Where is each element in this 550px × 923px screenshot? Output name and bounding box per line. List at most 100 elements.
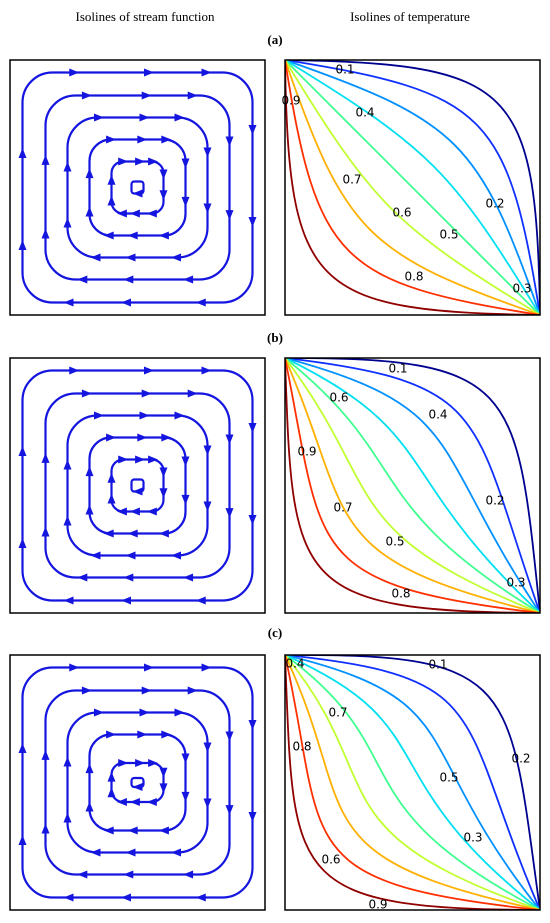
flow-arrow: [41, 823, 50, 834]
flow-arrow: [159, 169, 168, 180]
flow-arrow: [225, 136, 234, 147]
contour-label: 0.6: [329, 391, 348, 405]
flow-arrow: [225, 434, 234, 445]
flow-arrow: [181, 456, 190, 467]
flow-arrow: [103, 231, 114, 240]
flow-arrow: [195, 298, 206, 307]
contour-label: 0.5: [439, 771, 458, 785]
flow-arrow: [201, 68, 212, 77]
flow-arrow: [41, 154, 50, 165]
flow-arrow: [135, 759, 146, 767]
isotherm: [285, 358, 540, 613]
flow-arrow: [81, 91, 92, 100]
panel-frame: [9, 59, 266, 316]
isotherm: [285, 655, 540, 910]
flow-arrow: [195, 893, 206, 902]
streamline: [110, 761, 165, 804]
contour-label: 0.6: [321, 853, 340, 867]
flow-arrow: [174, 113, 185, 122]
flow-arrow: [146, 209, 157, 218]
flow-arrow: [141, 686, 152, 695]
flow-arrow: [63, 161, 72, 172]
panel-label: (a): [267, 32, 282, 47]
flow-arrow: [174, 708, 185, 717]
flow-arrow: [146, 798, 157, 806]
contour-label: 0.5: [439, 228, 458, 242]
flow-arrow: [161, 730, 172, 739]
contour-label: 0.9: [297, 445, 316, 459]
isotherm: [285, 655, 540, 910]
isotherm: [285, 60, 540, 315]
flow-arrow: [41, 452, 50, 463]
flow-arrow: [159, 783, 168, 794]
flow-arrow: [107, 493, 116, 504]
flow-arrow: [125, 551, 136, 560]
panel-frame: [9, 357, 266, 614]
temperature-panel: [285, 60, 540, 315]
flow-arrow: [248, 217, 257, 227]
flow-arrow: [187, 389, 198, 398]
flow-arrow: [103, 826, 114, 835]
flow-arrow: [159, 467, 168, 478]
flow-arrow: [181, 494, 190, 505]
flow-arrow: [127, 231, 138, 240]
flow-arrow: [203, 147, 212, 158]
flow-arrow: [77, 870, 88, 879]
flow-arrow: [181, 158, 190, 169]
contour-label: 0.9: [281, 94, 300, 108]
isotherm: [285, 60, 540, 315]
flow-arrow: [195, 596, 206, 605]
isotherm: [285, 655, 540, 910]
contour-label: 0.7: [342, 173, 361, 187]
contour-label: 0.3: [506, 576, 525, 590]
flow-arrow: [94, 708, 104, 717]
flow-arrow: [118, 455, 129, 464]
flow-arrow: [41, 526, 50, 537]
flow-arrow: [63, 812, 72, 823]
flow-arrow: [183, 573, 194, 582]
flow-arrow: [148, 759, 159, 767]
flow-arrow: [203, 445, 212, 456]
flow-arrow: [121, 893, 131, 902]
flow-arrow: [248, 812, 257, 822]
flow-arrow: [18, 240, 27, 250]
flow-arrow: [121, 298, 131, 307]
flow-arrow: [144, 663, 154, 672]
flow-arrow: [106, 135, 117, 144]
panel-label: (c): [268, 625, 282, 640]
flow-arrow: [183, 275, 194, 284]
isotherm: [285, 655, 540, 910]
flow-arrow: [107, 472, 116, 483]
flow-arrow: [132, 487, 143, 496]
flow-arrow: [41, 749, 50, 760]
flow-arrow: [123, 275, 134, 284]
flow-arrow: [248, 125, 257, 135]
panel-frame: [284, 357, 541, 614]
flow-arrow: [148, 157, 159, 166]
streamline: [44, 94, 231, 281]
flow-arrow: [69, 68, 80, 77]
streamline: [66, 414, 209, 557]
streamline: [110, 160, 165, 215]
flow-arrow: [63, 756, 72, 767]
flow-arrow: [139, 708, 150, 717]
flow-arrow: [129, 209, 140, 218]
flow-arrow: [159, 767, 168, 778]
streamline: [21, 71, 254, 304]
flow-arrow: [85, 168, 94, 179]
flow-arrow: [63, 596, 74, 605]
isotherm: [285, 358, 540, 613]
isotherm: [285, 60, 540, 315]
stream-panel: [9, 357, 266, 614]
flow-arrow: [158, 529, 169, 538]
isotherm: [285, 358, 540, 613]
streamline: [21, 369, 254, 602]
contour-label: 0.7: [328, 706, 347, 720]
flow-arrow: [171, 551, 181, 560]
flow-arrow: [129, 798, 140, 806]
flow-arrow: [203, 501, 212, 512]
flow-arrow: [181, 753, 190, 764]
flow-arrow: [63, 298, 74, 307]
flow-arrow: [94, 411, 104, 420]
